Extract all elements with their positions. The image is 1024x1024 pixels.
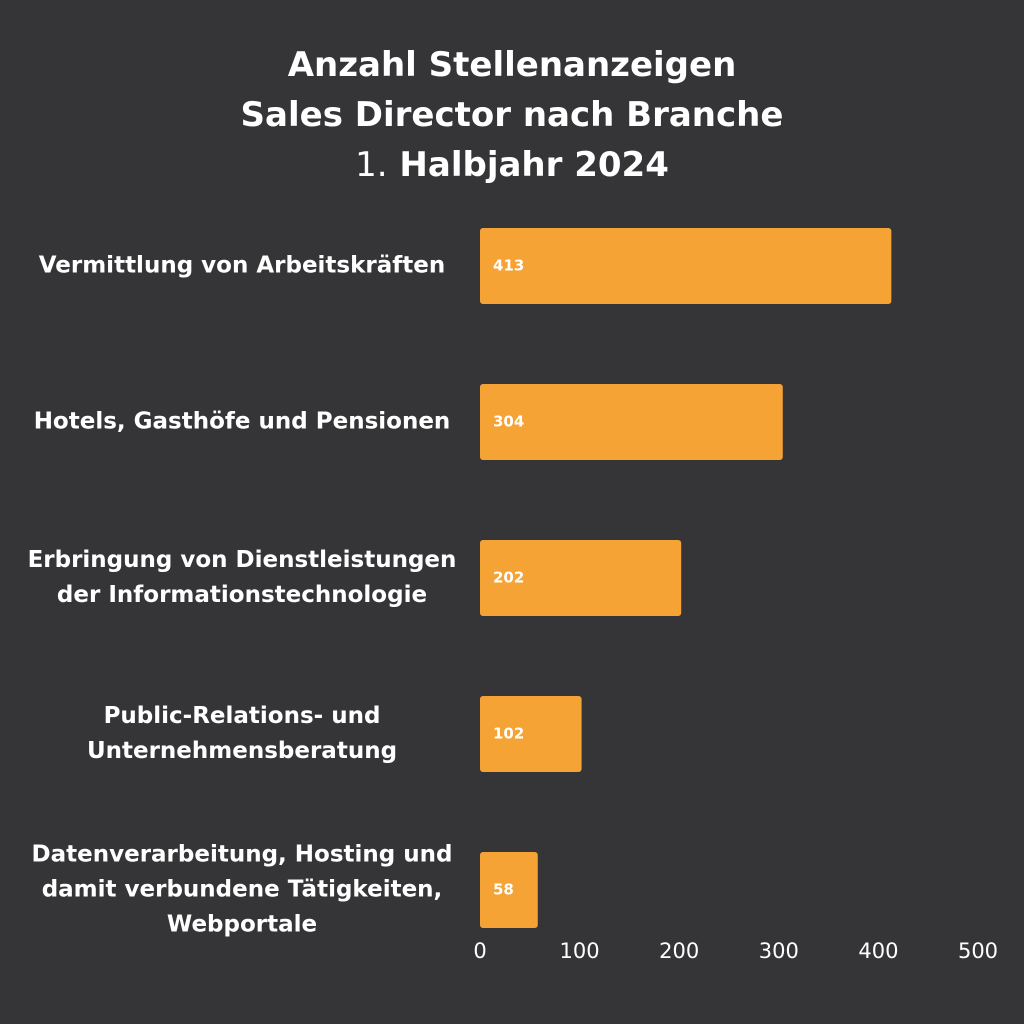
category-label-3: Erbringung von Dienstleistungen der Infor… [28, 547, 457, 608]
x-tick-label-500: 500 [958, 939, 998, 963]
bar-value-label-5: 58 [493, 881, 514, 899]
category-label-4: Public-Relations- und Unternehmensberatun… [87, 703, 397, 764]
bar-2 [480, 384, 783, 460]
category-label-line: Erbringung von Dienstleistungen [28, 547, 457, 573]
chart-title-line-1: Anzahl Stellenanzeigen [287, 45, 737, 85]
x-tick-label-400: 400 [858, 939, 898, 963]
chart-title-period: Halbjahr 2024 [399, 145, 669, 185]
category-label-1: Vermittlung von Arbeitskräften [39, 253, 446, 279]
bar-1 [480, 228, 892, 304]
bar-5 [480, 852, 538, 928]
bar-value-label-1: 413 [493, 257, 524, 275]
category-label-line: Webportale [167, 912, 317, 938]
bar-4 [480, 696, 582, 772]
category-label-line: der Informationstechnologie [57, 582, 427, 608]
category-label-line: damit verbundene Tätigkeiten, [42, 877, 443, 903]
category-label-5: Datenverarbeitung, Hosting und damit verb… [32, 842, 453, 938]
bar-3 [480, 540, 682, 616]
category-label-line: Hotels, Gasthöfe und Pensionen [34, 409, 451, 435]
category-label-line: Vermittlung von Arbeitskräften [39, 253, 446, 279]
chart-title: Anzahl Stellenanzeigen Sales Director na… [0, 40, 1024, 190]
x-tick-label-300: 300 [759, 939, 799, 963]
bar-value-label-4: 102 [493, 725, 524, 743]
category-label-line: Datenverarbeitung, Hosting und [32, 842, 453, 868]
category-label-line: Public-Relations- und [104, 703, 381, 729]
chart-title-line-2: Sales Director nach Branche [240, 95, 784, 135]
chart-title-line-3: 1. Halbjahr 2024 [0, 140, 1024, 190]
x-tick-label-0: 0 [473, 939, 486, 963]
category-label-line: Unternehmensberatung [87, 738, 397, 764]
category-label-2: Hotels, Gasthöfe und Pensionen [34, 409, 451, 435]
bar-value-label-2: 304 [493, 413, 524, 431]
x-tick-label-100: 100 [560, 939, 600, 963]
chart-title-number: 1. [355, 145, 388, 185]
x-tick-label-200: 200 [659, 939, 699, 963]
bar-value-label-3: 202 [493, 569, 524, 587]
